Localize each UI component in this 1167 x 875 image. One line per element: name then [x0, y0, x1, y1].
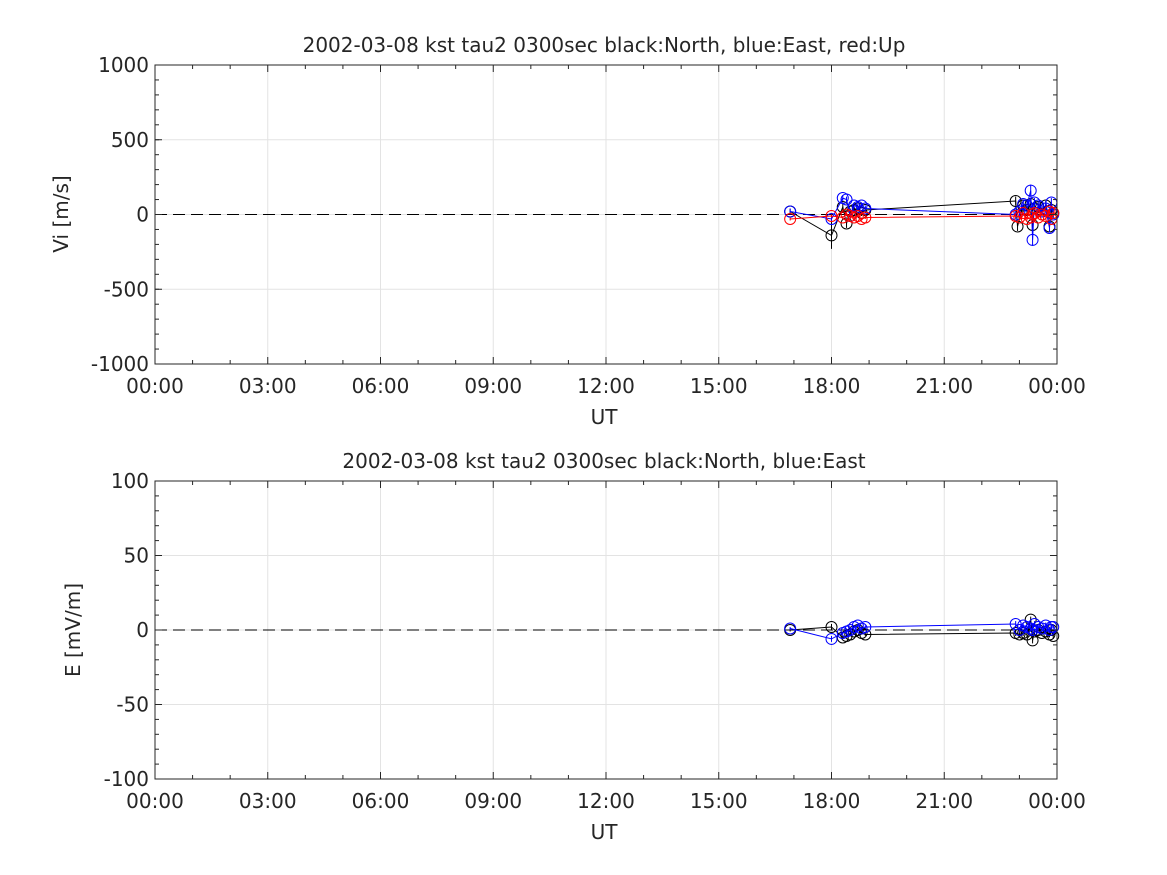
- velocity-chart-series: [784, 184, 1060, 249]
- efield-chart-y-tick-label: -50: [116, 693, 149, 717]
- efield-chart-series-1-point: [784, 622, 797, 635]
- efield-chart-title: 2002-03-08 kst tau2 0300sec black:North,…: [342, 449, 865, 473]
- velocity-chart: 2002-03-08 kst tau2 0300sec black:North,…: [49, 33, 1086, 429]
- velocity-chart-series-2-point: [851, 209, 864, 222]
- efield-chart-x-tick-label: 12:00: [577, 789, 635, 813]
- velocity-chart-series-1-point: [1043, 221, 1056, 234]
- efield-chart-x-tick-label: 00:00: [1028, 789, 1086, 813]
- velocity-chart-series-2-point: [1032, 211, 1045, 224]
- velocity-chart-y-tick-label: 1000: [98, 53, 149, 77]
- velocity-chart-y-tick-label: -500: [104, 277, 149, 301]
- velocity-chart-y-tick-labels: 1000 500 0 -500 -1000: [91, 53, 149, 376]
- efield-chart-series-1-point: [1047, 621, 1060, 634]
- velocity-chart-series-0-point: [1009, 195, 1022, 208]
- velocity-chart-x-tick-label: 00:00: [1028, 374, 1086, 398]
- velocity-chart-series-1-point: [855, 199, 868, 212]
- velocity-chart-ticks: [154, 64, 1058, 365]
- efield-chart-x-tick-label: 03:00: [239, 789, 297, 813]
- efield-chart-y-tick-label: -100: [104, 767, 149, 791]
- efield-chart-series-1-point: [851, 619, 864, 632]
- velocity-chart-series-1-point: [1026, 233, 1039, 246]
- velocity-chart-series-0-point: [825, 229, 838, 242]
- velocity-chart-x-tick-label: 15:00: [690, 374, 748, 398]
- velocity-chart-y-tick-label: 0: [136, 203, 149, 227]
- efield-chart-x-tick-label: 00:00: [126, 789, 184, 813]
- efield-chart-series-0-point: [859, 628, 872, 641]
- efield-chart-series-1-point: [1009, 618, 1022, 631]
- efield-chart-y-tick-labels: 100 50 0 -50 -100: [104, 469, 149, 791]
- velocity-chart-series-0-point: [840, 217, 853, 230]
- efield-chart-series-0-point: [1026, 634, 1039, 647]
- efield-chart-y-tick-label: 50: [124, 544, 149, 568]
- efield-chart-series-1-point: [825, 632, 838, 645]
- velocity-chart-x-tick-label: 03:00: [239, 374, 297, 398]
- efield-chart-y-label: E [mV/m]: [61, 583, 85, 677]
- efield-chart-series-0-point: [825, 621, 838, 634]
- efield-chart: 2002-03-08 kst tau2 0300sec black:North,…: [61, 449, 1086, 844]
- velocity-chart-y-label: Vi [m/s]: [49, 175, 73, 252]
- velocity-chart-x-tick-label: 12:00: [577, 374, 635, 398]
- efield-chart-y-tick-label: 0: [136, 618, 149, 642]
- velocity-chart-x-tick-label: 00:00: [126, 374, 184, 398]
- velocity-chart-series-2-point: [784, 212, 797, 225]
- velocity-chart-title: 2002-03-08 kst tau2 0300sec black:North,…: [303, 33, 906, 57]
- velocity-chart-x-tick-label: 18:00: [803, 374, 861, 398]
- velocity-chart-series-2-point: [1028, 207, 1041, 220]
- velocity-chart-series-2-point: [1039, 209, 1052, 222]
- velocity-chart-series-1-point: [840, 193, 853, 206]
- velocity-chart-x-tick-label: 09:00: [464, 374, 522, 398]
- efield-chart-series: [784, 613, 1060, 647]
- velocity-chart-series-1-point: [784, 205, 797, 218]
- velocity-chart-x-tick-label: 21:00: [915, 374, 973, 398]
- velocity-chart-series-1-point: [1028, 196, 1041, 209]
- velocity-chart-x-tick-labels: 00:00 03:00 06:00 09:00 12:00 15:00 18:00 21:00…: [126, 374, 1086, 398]
- velocity-chart-series-2-point: [1026, 208, 1039, 221]
- efield-chart-x-tick-labels: 00:00 03:00 06:00 09:00 12:00 15:00 18:00 21:00…: [126, 789, 1086, 813]
- velocity-chart-series-2-point: [1024, 211, 1037, 224]
- efield-chart-x-tick-label: 18:00: [803, 789, 861, 813]
- efield-chart-ticks: [154, 480, 1058, 780]
- efield-chart-series-1-point: [859, 621, 872, 634]
- efield-chart-x-tick-label: 21:00: [915, 789, 973, 813]
- velocity-chart-series-1-point: [1024, 184, 1037, 197]
- velocity-chart-x-label: UT: [591, 405, 619, 429]
- efield-chart-x-tick-label: 15:00: [690, 789, 748, 813]
- efield-chart-x-tick-label: 06:00: [352, 789, 410, 813]
- velocity-chart-y-tick-label: 500: [111, 128, 149, 152]
- efield-chart-x-tick-label: 09:00: [464, 789, 522, 813]
- velocity-chart-x-tick-label: 06:00: [352, 374, 410, 398]
- velocity-chart-series-2-point: [1047, 207, 1060, 220]
- efield-chart-y-tick-label: 100: [111, 469, 149, 493]
- efield-chart-x-label: UT: [591, 820, 619, 844]
- velocity-chart-y-tick-label: -1000: [91, 352, 149, 376]
- velocity-chart-series-1-point: [859, 202, 872, 215]
- velocity-chart-series-2-point: [859, 211, 872, 224]
